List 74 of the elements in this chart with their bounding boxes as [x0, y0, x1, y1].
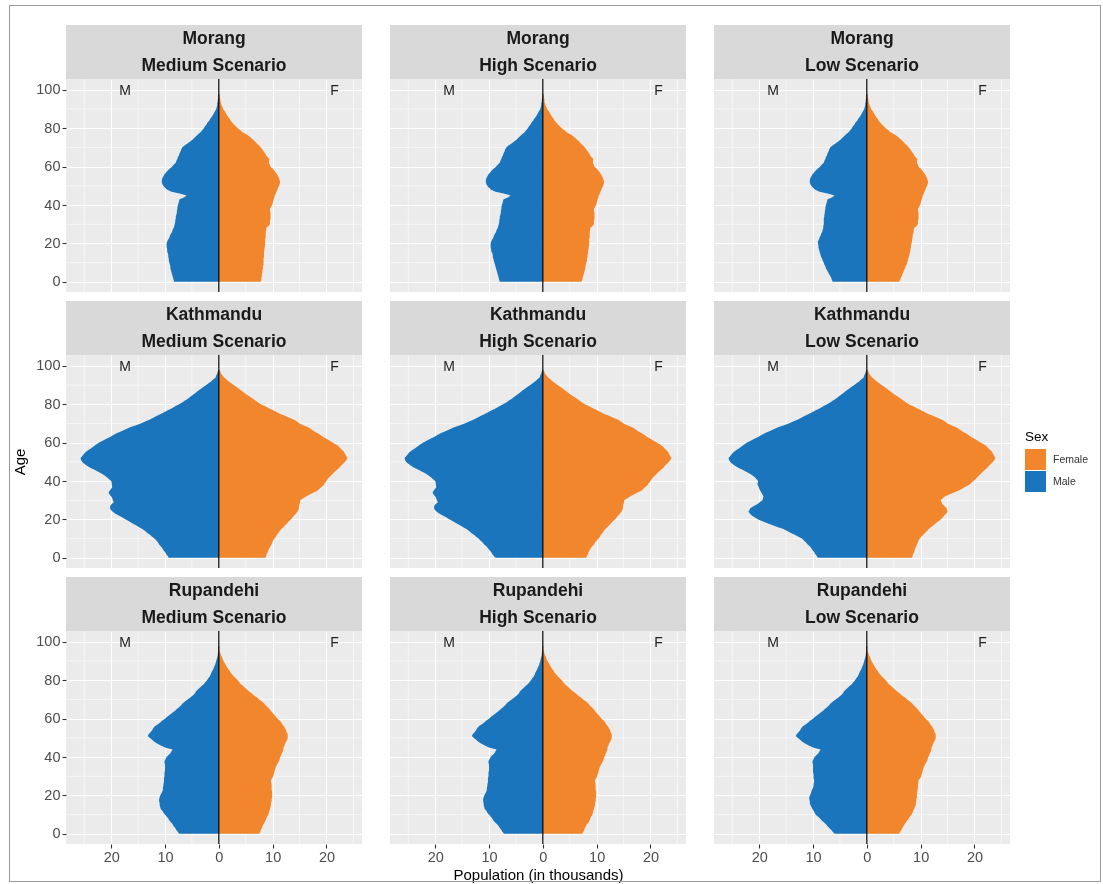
x-tick-label: 0 [215, 848, 224, 865]
chart-title: Morang [182, 28, 246, 48]
y-tick-label: 100 [36, 81, 61, 98]
chart-title: Rupandehi [168, 580, 260, 600]
y-tick-label: 40 [44, 748, 61, 765]
legend-title: Sex [1025, 428, 1049, 444]
chart-subtitle: High Scenario [479, 331, 597, 351]
annotation: F [978, 634, 987, 650]
x-tick-label: 0 [539, 848, 548, 865]
y-tick-label: 0 [52, 549, 61, 566]
y-tick-label: 80 [44, 395, 61, 412]
chart-title: Rupandehi [492, 580, 584, 600]
annotation: F [978, 82, 987, 98]
chart-title: Morang [830, 28, 894, 48]
chart-subtitle: Low Scenario [805, 55, 919, 75]
chart-title: Rupandehi [816, 580, 908, 600]
x-tick-label: 20 [318, 848, 336, 865]
annotation: F [654, 634, 663, 650]
annotation: F [654, 358, 663, 374]
y-tick-label: 100 [36, 633, 61, 650]
annotation: M [119, 358, 132, 374]
x-tick-label: 10 [481, 848, 498, 865]
y-tick-label: 100 [36, 357, 61, 374]
y-tick-label: 60 [44, 710, 61, 727]
y-tick-label: 20 [44, 234, 61, 251]
annotation: F [330, 82, 339, 98]
y-tick-label: 60 [44, 158, 61, 175]
annotation: M [767, 634, 780, 650]
annotation: F [654, 82, 663, 98]
x-tick-label: 20 [427, 848, 444, 865]
y-axis-title: Age [11, 448, 29, 476]
chart-subtitle: Medium Scenario [141, 331, 287, 351]
y-tick-label: 60 [44, 434, 61, 451]
x-tick-label: 10 [805, 848, 822, 865]
legend-label: Male [1053, 474, 1076, 487]
x-tick-label: 0 [863, 848, 872, 865]
x-tick-label: 20 [642, 848, 660, 865]
annotation: F [330, 634, 339, 650]
x-tick-label: 20 [103, 848, 120, 865]
chart-subtitle: Low Scenario [805, 607, 919, 627]
chart-subtitle: Medium Scenario [141, 607, 287, 627]
x-tick-label: 10 [157, 848, 174, 865]
annotation: F [978, 358, 987, 374]
y-tick-label: 0 [52, 273, 61, 290]
y-tick-label: 80 [44, 119, 61, 136]
y-tick-label: 80 [44, 671, 61, 688]
chart-subtitle: Medium Scenario [141, 55, 287, 75]
y-tick-label: 20 [44, 510, 61, 527]
annotation: M [443, 358, 456, 374]
x-axis-title: Population (in thousands) [453, 866, 624, 883]
chart-title: Morang [506, 28, 570, 48]
x-tick-label: 20 [751, 848, 768, 865]
x-tick-label: 10 [589, 848, 606, 865]
chart-title: Kathmandu [489, 304, 587, 324]
annotation: M [443, 634, 456, 650]
chart-title: Kathmandu [165, 304, 263, 324]
chart-title: Kathmandu [813, 304, 911, 324]
chart-subtitle: High Scenario [479, 607, 597, 627]
x-tick-label: 20 [966, 848, 984, 865]
annotation: M [767, 358, 780, 374]
annotation: M [443, 82, 456, 98]
chart-subtitle: High Scenario [479, 55, 597, 75]
y-tick-label: 40 [44, 196, 61, 213]
chart-subtitle: Low Scenario [805, 331, 919, 351]
y-tick-label: 20 [44, 786, 61, 803]
x-tick-label: 10 [265, 848, 282, 865]
annotation: M [119, 634, 132, 650]
y-tick-label: 0 [52, 825, 61, 842]
annotation: M [119, 82, 132, 98]
annotation: M [767, 82, 780, 98]
x-tick-label: 10 [913, 848, 930, 865]
legend-label: Female [1053, 452, 1089, 465]
annotation: F [330, 358, 339, 374]
y-tick-label: 40 [44, 472, 61, 489]
